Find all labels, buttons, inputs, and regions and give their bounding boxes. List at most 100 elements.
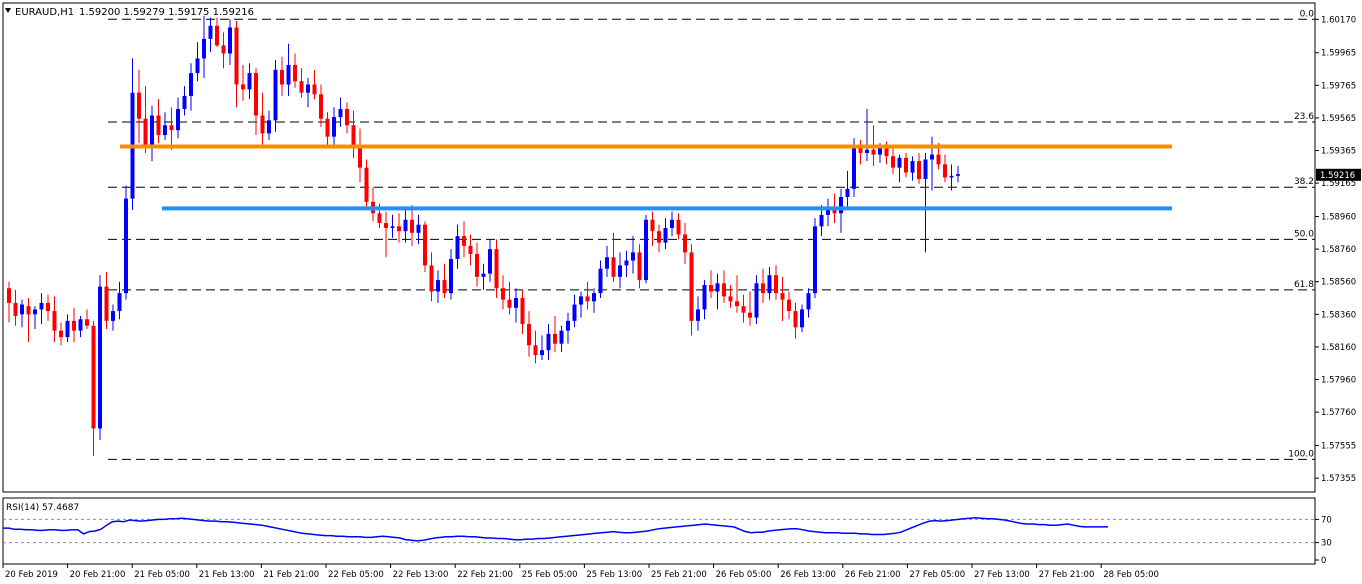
time-tick-label: 22 Feb 05:00 <box>328 570 384 580</box>
fib-label: 100.0 <box>1288 449 1314 459</box>
candle-body <box>156 115 161 136</box>
fib-label: 50.0 <box>1294 229 1314 239</box>
candle-body <box>605 257 609 269</box>
time-tick-label: 22 Feb 13:00 <box>393 570 449 580</box>
fib-label: 38.2 <box>1294 177 1314 187</box>
time-tick-label: 26 Feb 21:00 <box>845 570 901 580</box>
candle-body <box>748 312 752 318</box>
candle-body <box>683 234 687 253</box>
time-tick-label: 20 Feb 21:00 <box>70 570 126 580</box>
price-tick-label: 1.59765 <box>1321 81 1356 91</box>
ohlc-values: 1.59200 1.59279 1.59175 1.59216 <box>79 7 254 18</box>
candle-body <box>358 148 362 168</box>
candle-body <box>182 95 187 109</box>
price-tick-label: 1.58960 <box>1321 213 1356 223</box>
candle-body <box>858 148 863 153</box>
candle-body <box>13 302 18 316</box>
time-tick-label: 20 Feb 2019 <box>5 570 58 580</box>
candle-body <box>787 299 791 312</box>
candle-body <box>559 330 564 344</box>
candle-body <box>611 257 616 277</box>
rsi-tick-label: 70 <box>1321 515 1332 525</box>
candle-body <box>137 92 141 119</box>
candle-body <box>806 293 811 310</box>
candle-body <box>364 167 369 202</box>
candle-body <box>384 223 388 228</box>
candle-body <box>514 298 518 308</box>
candle-body <box>618 265 622 277</box>
current-price-marker <box>1316 168 1361 181</box>
candle-body <box>234 27 239 85</box>
candle-body <box>910 161 915 173</box>
horizontal-levels[interactable] <box>120 144 1172 211</box>
candle-body <box>247 73 252 90</box>
candle-body <box>624 260 629 266</box>
candle-body <box>143 118 148 149</box>
price-tick-label: 1.57760 <box>1321 408 1356 418</box>
candle-body <box>429 265 434 292</box>
candle-body <box>579 296 583 305</box>
candle-body <box>319 94 323 119</box>
candle-body <box>241 84 245 90</box>
candle-body <box>208 25 213 39</box>
time-tick-label: 25 Feb 13:00 <box>586 570 642 580</box>
main-panel-frame <box>2 2 1316 493</box>
candle-body <box>481 273 486 277</box>
candle-body <box>215 25 219 46</box>
candle-body <box>852 148 856 189</box>
price-tick-label: 1.59565 <box>1321 114 1356 124</box>
candle-body <box>761 283 765 294</box>
candle-body <box>39 302 44 310</box>
candle-body <box>111 311 115 321</box>
candle-body <box>592 293 596 302</box>
time-tick-label: 25 Feb 21:00 <box>651 570 707 580</box>
candle-body <box>345 108 349 126</box>
candle-body <box>949 175 954 178</box>
symbol-label: EURAUD,H1 <box>15 7 74 18</box>
candle-body <box>709 284 713 292</box>
candle-body <box>663 227 668 243</box>
price-tick-label: 1.58160 <box>1321 343 1356 353</box>
candle-body <box>891 156 895 168</box>
candle-body <box>7 288 11 303</box>
candle-body <box>260 115 265 134</box>
candle-body <box>722 283 726 297</box>
candle-body <box>332 117 336 137</box>
fib-label: 23.6 <box>1294 112 1314 122</box>
candle-body <box>670 219 674 228</box>
current-price-label: 1.59216 <box>1320 171 1355 181</box>
candle-body <box>650 219 655 232</box>
price-tick-label: 1.59165 <box>1321 179 1356 189</box>
price-axis: 1.60170 1.59965 1.59765 1.59565 1.59365 1.591… <box>1315 15 1361 484</box>
candle-body <box>442 280 447 294</box>
time-tick-label: 27 Feb 05:00 <box>909 570 965 580</box>
candle-body <box>865 149 869 153</box>
candle-body <box>657 231 661 243</box>
candle-body <box>696 309 700 321</box>
candle-body <box>741 306 746 313</box>
candle-body <box>52 311 57 331</box>
time-tick-label: 28 Feb 05:00 <box>1103 570 1159 580</box>
candle-body <box>169 125 174 131</box>
candle-body <box>280 69 284 85</box>
candle-body <box>273 69 278 121</box>
candle-body <box>150 115 154 149</box>
candle-body <box>774 275 778 294</box>
candle-body <box>839 196 843 214</box>
candle-body <box>286 64 291 85</box>
time-axis: 20 Feb 2019 20 Feb 21:00 21 Feb 05:00 21 Fe… <box>2 564 1159 580</box>
candle-body <box>59 330 63 338</box>
candle-body <box>533 345 538 356</box>
candle-body <box>293 64 297 82</box>
candle-body <box>572 304 577 321</box>
candle-body <box>676 219 681 235</box>
candle-body <box>312 84 317 95</box>
candle-body <box>904 157 908 173</box>
candle-body <box>715 283 720 292</box>
candle-body <box>299 81 304 93</box>
candle-body <box>195 58 200 74</box>
dropdown-triangle-icon[interactable] <box>5 8 11 13</box>
candle-body <box>917 161 921 180</box>
